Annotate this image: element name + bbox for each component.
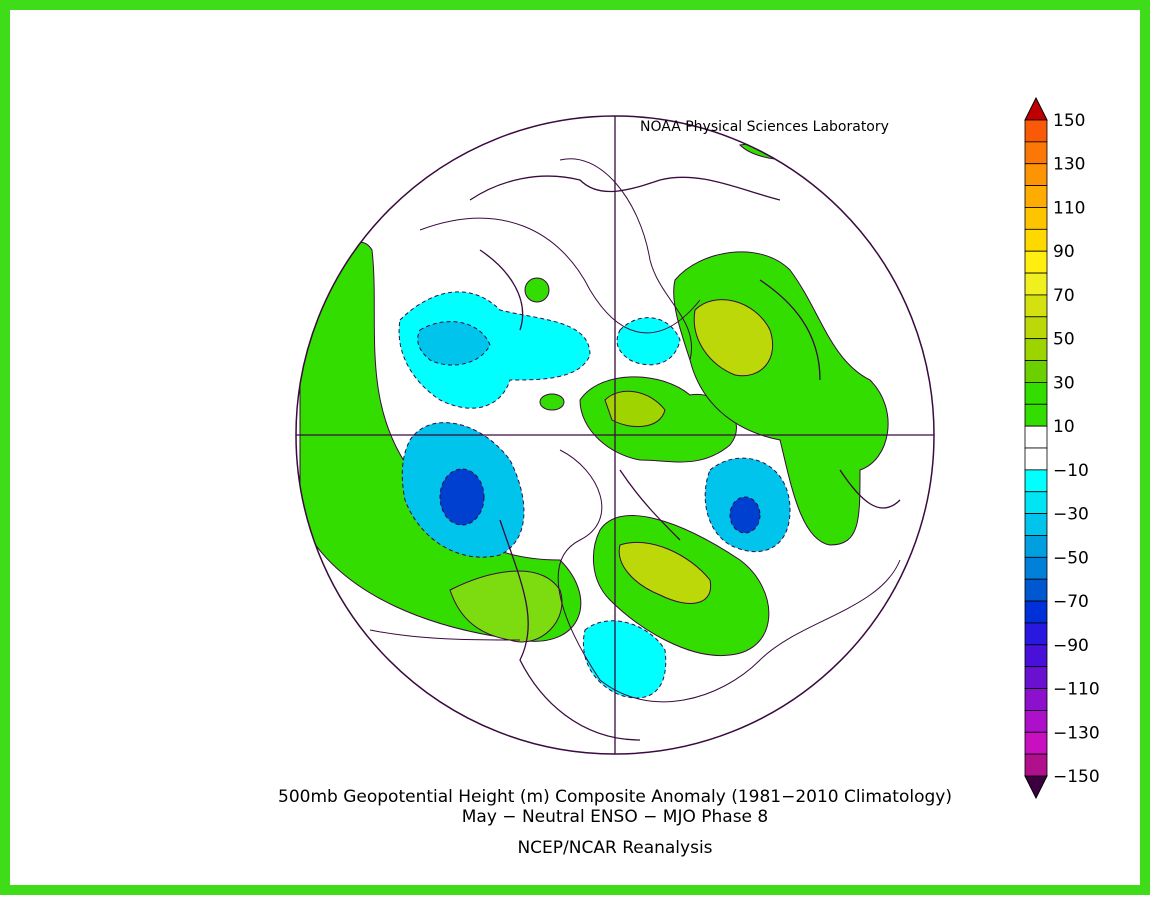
- positive-anomaly: [299, 241, 582, 642]
- colorbar-box: [1024, 469, 1048, 493]
- colorbar-label: −50: [1053, 548, 1089, 568]
- canvas: [10, 10, 1140, 885]
- colorbar-box: [1024, 644, 1048, 668]
- colorbar-label: 130: [1053, 155, 1085, 175]
- colorbar-box: [1024, 403, 1048, 427]
- colorbar-label: 90: [1053, 242, 1075, 262]
- colorbar-box: [1024, 207, 1048, 230]
- contour: [419, 217, 701, 334]
- colorbar-label: −110: [1053, 680, 1100, 700]
- colorbar-box: [1024, 622, 1048, 646]
- contour: [559, 158, 693, 361]
- map-border: [295, 115, 935, 755]
- colorbar-label: 50: [1053, 330, 1075, 350]
- colorbar-label: −130: [1053, 723, 1100, 743]
- colorbar-label: 70: [1053, 286, 1075, 306]
- negative-anomaly: [398, 291, 591, 409]
- subtitle: May − Neutral ENSO − MJO Phase 8: [462, 807, 768, 827]
- colorbar-box: [1024, 163, 1048, 187]
- colorbar-box: [1024, 731, 1048, 755]
- colorbar-box: [1024, 600, 1048, 624]
- negative-anomaly: [439, 468, 485, 526]
- coastline: [469, 175, 901, 741]
- colorbar-box: [1024, 491, 1048, 515]
- positive-anomaly: [618, 541, 712, 604]
- positive-anomaly: [449, 570, 563, 643]
- colorbar-label: −70: [1053, 592, 1089, 612]
- colorbar-label: −150: [1053, 767, 1100, 787]
- title: 500mb Geopotential Height (m) Composite …: [278, 787, 952, 807]
- colorbar-box: [1024, 228, 1048, 252]
- colorbar-label: −10: [1053, 461, 1089, 481]
- positive-anomaly: [539, 393, 565, 411]
- source: NCEP/NCAR Reanalysis: [517, 838, 712, 858]
- negative-anomaly: [729, 496, 761, 534]
- colorbar-box: [1024, 425, 1048, 449]
- colorbar-box: [1024, 381, 1048, 405]
- colorbar-box: [1024, 360, 1048, 383]
- colorbar-box: [1024, 141, 1048, 165]
- colorbar-box: [1024, 338, 1048, 361]
- colorbar-box: [1024, 710, 1048, 733]
- colorbar-label: 110: [1053, 198, 1085, 218]
- credit: NOAA Physical Sciences Laboratory: [640, 119, 889, 135]
- colorbar-box: [1024, 688, 1048, 711]
- contour: [369, 629, 521, 641]
- colorbar-box: [1024, 578, 1048, 602]
- colorbar-box: [1024, 250, 1048, 274]
- colorbar-box: [1024, 185, 1048, 208]
- colorbar-box: [1024, 272, 1048, 296]
- colorbar-box: [1024, 447, 1048, 471]
- positive-anomaly: [604, 390, 666, 428]
- negative-anomaly: [583, 620, 667, 699]
- positive-anomaly: [693, 299, 774, 377]
- colorbar-label: −90: [1053, 636, 1089, 656]
- colorbar-box: [1024, 556, 1048, 580]
- colorbar-label: −30: [1053, 505, 1089, 525]
- contour: [557, 449, 901, 703]
- colorbar-box: [1024, 294, 1048, 318]
- colorbar-box: [1024, 119, 1048, 143]
- colorbar-box: [1024, 513, 1048, 536]
- colorbar-box: [1024, 666, 1048, 689]
- positive-anomaly: [524, 277, 550, 303]
- colorbar-box: [1024, 316, 1048, 340]
- colorbar-box: [1024, 535, 1048, 558]
- colorbar: 150 130 110 90 70 50 30 10 −10 −30 −50 −70 −90 −110 −1…: [1024, 96, 1100, 800]
- colorbar-box: [1024, 753, 1048, 777]
- negative-anomaly: [417, 321, 491, 366]
- colorbar-label: 30: [1053, 373, 1075, 393]
- colorbar-label: 150: [1053, 111, 1085, 131]
- colorbar-label: 10: [1053, 417, 1075, 437]
